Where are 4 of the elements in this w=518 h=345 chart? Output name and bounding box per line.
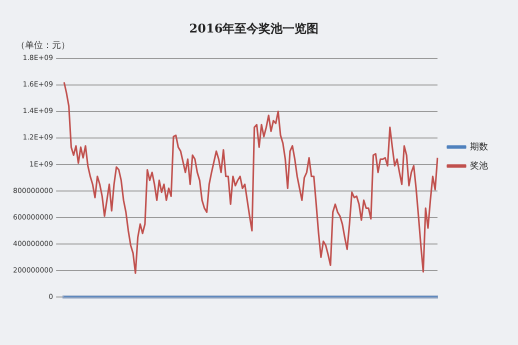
legend-label: 期数 bbox=[470, 141, 488, 152]
y-axis-title: （单位：元） bbox=[16, 40, 70, 52]
chart-title: 2016年至今奖池一览图 bbox=[189, 21, 319, 36]
legend-label: 奖池 bbox=[470, 160, 488, 172]
